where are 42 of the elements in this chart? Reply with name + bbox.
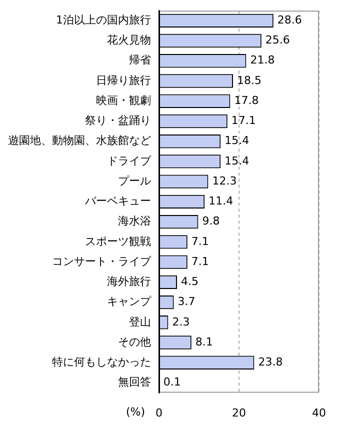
data-label: 18.5 xyxy=(237,74,262,87)
data-label: 0.1 xyxy=(163,376,181,389)
data-label: 25.6 xyxy=(265,34,290,47)
data-label: 21.8 xyxy=(250,54,275,67)
y-tick-label: 帰省 xyxy=(129,54,151,67)
data-label: 3.7 xyxy=(178,295,196,308)
y-tick-label: 無回答 xyxy=(118,376,151,389)
y-tick-label: 日帰り旅行 xyxy=(96,74,151,87)
y-tick-label: 登山 xyxy=(129,315,151,328)
y-tick-label: スポーツ観戦 xyxy=(85,234,151,248)
data-label: 12.3 xyxy=(212,174,237,188)
data-label: 9.8 xyxy=(202,214,220,228)
y-tick-label: 海水浴 xyxy=(118,214,151,228)
data-label: 7.1 xyxy=(191,254,209,268)
x-tick-label: 20 xyxy=(232,406,246,420)
x-axis-title: (%) xyxy=(126,406,145,419)
data-label: 15.4 xyxy=(224,154,250,168)
y-tick-label: その他 xyxy=(118,335,151,348)
data-label: 17.1 xyxy=(231,114,256,128)
y-tick-label: ドライブ xyxy=(107,154,152,168)
y-tick-label: バーベキュー xyxy=(84,194,151,208)
y-tick-label: コンサート・ライブ xyxy=(52,254,152,268)
x-tick-label: 40 xyxy=(312,406,326,420)
y-tick-label: 映画・観劇 xyxy=(96,94,151,107)
data-label: 15.4 xyxy=(224,134,250,148)
data-label: 2.3 xyxy=(172,315,190,328)
y-tick-label: 花火見物 xyxy=(107,34,151,47)
data-label: 11.4 xyxy=(208,194,234,208)
y-tick-label: 祭り・盆踊り xyxy=(85,114,151,128)
y-tick-label: 海外旅行 xyxy=(107,275,151,288)
data-label: 8.1 xyxy=(195,335,213,348)
data-label: 23.8 xyxy=(258,355,283,368)
y-tick-label: 遊園地、動物園、水族館など xyxy=(8,134,151,148)
y-tick-label: 特に何もしなかった xyxy=(52,355,151,368)
data-label: 4.5 xyxy=(181,275,198,288)
data-label: 7.1 xyxy=(191,234,209,248)
y-tick-label: プール xyxy=(118,174,151,188)
y-tick-label: キャンプ xyxy=(107,295,152,308)
data-label: 17.8 xyxy=(234,94,259,107)
y-tick-label: 1泊以上の国内旅行 xyxy=(56,14,151,27)
data-label: 28.6 xyxy=(277,14,302,27)
x-tick-label: 0 xyxy=(156,406,162,420)
